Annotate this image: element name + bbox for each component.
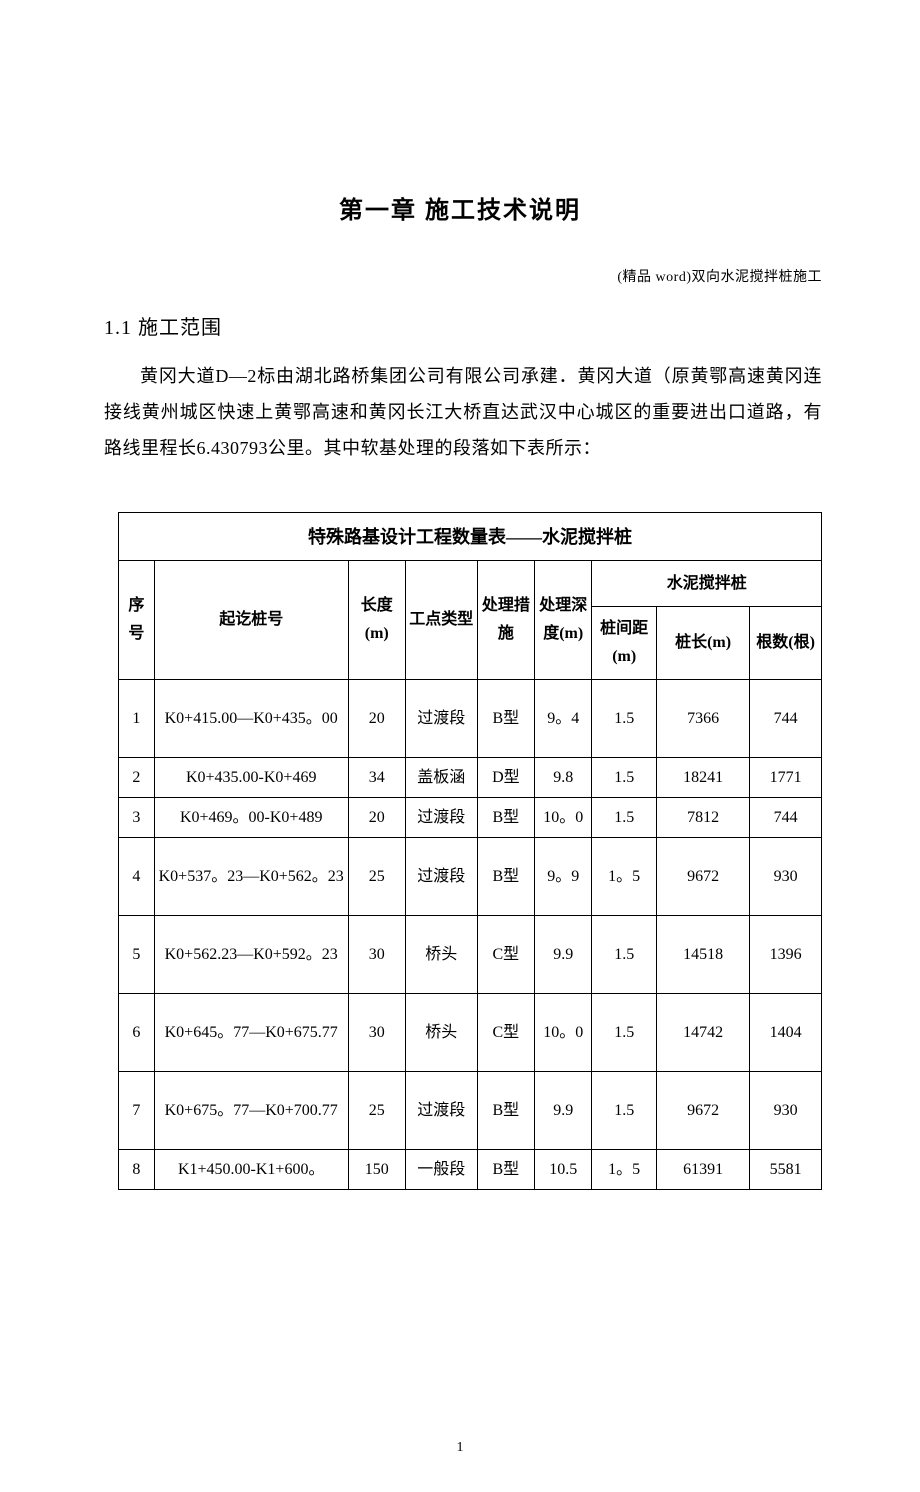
paragraph-body: 黄冈大道D—2标由湖北路桥集团公司有限公司承建．黄冈大道（原黄鄂高速黄冈连接线黄… (104, 358, 822, 466)
section-title: 1.1 施工范围 (104, 311, 920, 340)
cell-spacing: 1.5 (592, 798, 657, 838)
cell-measure: B型 (477, 838, 534, 916)
cell-length: 20 (348, 680, 405, 758)
table-container: 特殊路基设计工程数量表——水泥搅拌桩 序号 起讫桩号 长度(m) 工点类型 处理… (118, 512, 822, 1190)
table-title: 特殊路基设计工程数量表——水泥搅拌桩 (119, 513, 822, 561)
cell-count: 1404 (750, 994, 822, 1072)
cell-type: 过渡段 (405, 838, 477, 916)
cell-spacing: 1。5 (592, 838, 657, 916)
cell-count: 930 (750, 1072, 822, 1150)
cell-type: 桥头 (405, 916, 477, 994)
cell-depth: 9.9 (535, 916, 592, 994)
cell-depth: 10.5 (535, 1150, 592, 1190)
cell-depth: 9.8 (535, 758, 592, 798)
cell-type: 过渡段 (405, 680, 477, 758)
cell-count: 930 (750, 838, 822, 916)
cell-count: 1396 (750, 916, 822, 994)
table-row: 8K1+450.00-K1+600。150一般段B型10.51。56139155… (119, 1150, 822, 1190)
cell-length: 25 (348, 838, 405, 916)
cell-pilelen: 14742 (656, 994, 749, 1072)
cell-length: 30 (348, 916, 405, 994)
cell-depth: 10。0 (535, 798, 592, 838)
cell-spacing: 1。5 (592, 1150, 657, 1190)
cell-measure: B型 (477, 798, 534, 838)
table-row: 5K0+562.23—K0+592。2330桥头C型9.91.514518139… (119, 916, 822, 994)
cell-type: 盖板涵 (405, 758, 477, 798)
cell-pilelen: 9672 (656, 1072, 749, 1150)
cell-seq: 1 (119, 680, 155, 758)
cell-type: 桥头 (405, 994, 477, 1072)
col-seq: 序号 (119, 561, 155, 680)
cell-length: 20 (348, 798, 405, 838)
cell-length: 25 (348, 1072, 405, 1150)
cell-measure: B型 (477, 680, 534, 758)
cell-measure: D型 (477, 758, 534, 798)
cell-type: 一般段 (405, 1150, 477, 1190)
col-group-pile: 水泥搅拌桩 (592, 561, 822, 607)
cell-seq: 4 (119, 838, 155, 916)
cell-length: 30 (348, 994, 405, 1072)
cell-station: K1+450.00-K1+600。 (154, 1150, 348, 1190)
chapter-title: 第一章 施工技术说明 (0, 190, 920, 225)
table-row: 4K0+537。23—K0+562。2325过渡段B型9。91。59672930 (119, 838, 822, 916)
cell-measure: B型 (477, 1072, 534, 1150)
cell-seq: 7 (119, 1072, 155, 1150)
cell-spacing: 1.5 (592, 994, 657, 1072)
cell-length: 150 (348, 1150, 405, 1190)
cell-seq: 2 (119, 758, 155, 798)
table-row: 2K0+435.00-K0+46934盖板涵D型9.81.5182411771 (119, 758, 822, 798)
cell-seq: 8 (119, 1150, 155, 1190)
cell-station: K0+562.23—K0+592。23 (154, 916, 348, 994)
cell-station: K0+645。77—K0+675.77 (154, 994, 348, 1072)
cell-depth: 9.9 (535, 1072, 592, 1150)
cell-spacing: 1.5 (592, 916, 657, 994)
col-measure: 处理措施 (477, 561, 534, 680)
cell-measure: C型 (477, 916, 534, 994)
cell-count: 1771 (750, 758, 822, 798)
cell-spacing: 1.5 (592, 758, 657, 798)
cell-pilelen: 9672 (656, 838, 749, 916)
col-spacing: 桩间距(m) (592, 607, 657, 680)
table-row: 6K0+645。77—K0+675.7730桥头C型10。01.51474214… (119, 994, 822, 1072)
cell-seq: 6 (119, 994, 155, 1072)
cell-station: K0+469。00-K0+489 (154, 798, 348, 838)
cell-seq: 3 (119, 798, 155, 838)
cell-station: K0+675。77—K0+700.77 (154, 1072, 348, 1150)
cell-spacing: 1.5 (592, 680, 657, 758)
cell-measure: B型 (477, 1150, 534, 1190)
cell-pilelen: 18241 (656, 758, 749, 798)
cell-pilelen: 7366 (656, 680, 749, 758)
col-depth: 处理深度(m) (535, 561, 592, 680)
cell-depth: 10。0 (535, 994, 592, 1072)
table-row: 7K0+675。77—K0+700.7725过渡段B型9.91.59672930 (119, 1072, 822, 1150)
cell-type: 过渡段 (405, 1072, 477, 1150)
table-row: 1K0+415.00—K0+435。0020过渡段B型9。41.57366744 (119, 680, 822, 758)
col-pilelen: 桩长(m) (656, 607, 749, 680)
cell-depth: 9。9 (535, 838, 592, 916)
cell-count: 744 (750, 798, 822, 838)
quantity-table: 特殊路基设计工程数量表——水泥搅拌桩 序号 起讫桩号 长度(m) 工点类型 处理… (118, 512, 822, 1190)
col-type: 工点类型 (405, 561, 477, 680)
cell-count: 5581 (750, 1150, 822, 1190)
cell-measure: C型 (477, 994, 534, 1072)
page-number: 1 (0, 1440, 920, 1456)
cell-station: K0+435.00-K0+469 (154, 758, 348, 798)
col-count: 根数(根) (750, 607, 822, 680)
cell-station: K0+415.00—K0+435。00 (154, 680, 348, 758)
cell-pilelen: 61391 (656, 1150, 749, 1190)
cell-station: K0+537。23—K0+562。23 (154, 838, 348, 916)
header-note: (精品 word)双向水泥搅拌桩施工 (617, 266, 822, 286)
cell-spacing: 1.5 (592, 1072, 657, 1150)
cell-depth: 9。4 (535, 680, 592, 758)
cell-type: 过渡段 (405, 798, 477, 838)
cell-pilelen: 7812 (656, 798, 749, 838)
table-row: 3K0+469。00-K0+48920过渡段B型10。01.57812744 (119, 798, 822, 838)
cell-seq: 5 (119, 916, 155, 994)
col-length: 长度(m) (348, 561, 405, 680)
cell-count: 744 (750, 680, 822, 758)
cell-length: 34 (348, 758, 405, 798)
cell-pilelen: 14518 (656, 916, 749, 994)
col-station: 起讫桩号 (154, 561, 348, 680)
